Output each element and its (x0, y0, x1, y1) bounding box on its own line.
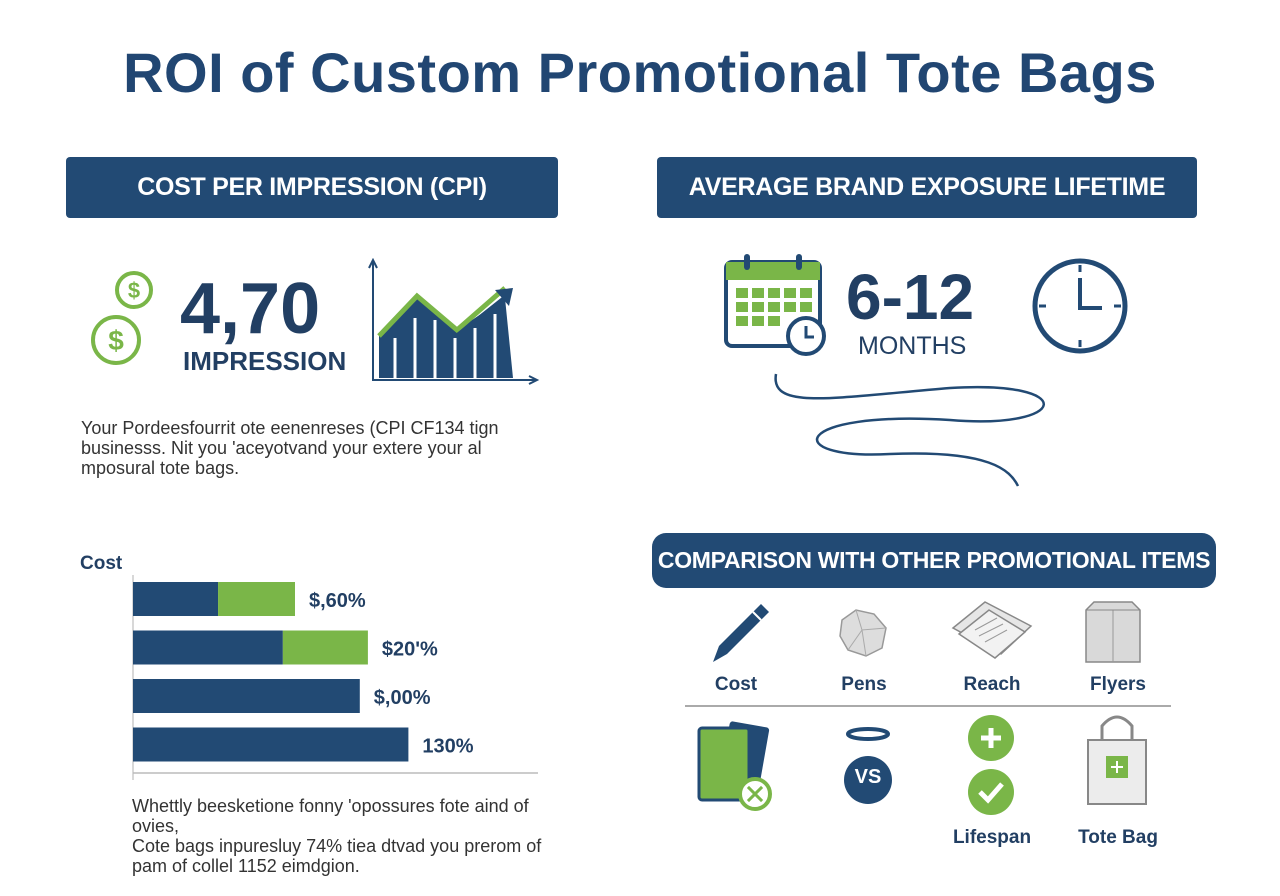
bar-segment (133, 679, 360, 713)
paragraph-line: Your Pordeesfourrit ote eenenreses (CPI … (81, 418, 499, 438)
paragraph-line: Whettly beesketione fonny 'opossures fot… (132, 796, 529, 836)
bar-segment (218, 582, 295, 616)
crumpled-paper-icon (839, 609, 887, 657)
flyers-icon (951, 601, 1033, 659)
plus-check-icon (968, 715, 1014, 815)
comparison-header: COMPARISON WITH OTHER PROMOTIONAL ITEMS (652, 533, 1216, 588)
comparison-label: Pens (841, 674, 887, 695)
box-bag-icon (1085, 601, 1141, 663)
bar-label: $,60% (309, 590, 366, 612)
paragraph-line: pam of collel 1152 eimdgion. (132, 856, 360, 876)
chart-axis-label: Cost (80, 553, 123, 574)
paragraph-line: mposural tote bags. (81, 458, 240, 478)
cpi-unit: IMPRESSION (183, 346, 347, 376)
page-title: ROI of Custom Promotional Tote Bags (123, 41, 1157, 104)
cpi-header: COST PER IMPRESSION (CPI) (66, 157, 558, 218)
paragraph-line: businesss. Nit you 'aceyotvand your exte… (81, 438, 482, 458)
bar-segment (133, 727, 409, 762)
exposure-unit: MONTHS (858, 332, 967, 360)
cpi-value: 4,70 (180, 269, 321, 349)
bar-segment (282, 630, 368, 665)
svg-text:$: $ (108, 325, 124, 356)
pen-icon (713, 604, 769, 662)
comparison-label: Flyers (1090, 674, 1146, 695)
chart-paragraph: Whettly beesketione fonny 'opossures fot… (132, 796, 552, 876)
bar-segment (133, 582, 219, 616)
comparison-label: Cost (714, 674, 758, 695)
svg-text:$: $ (128, 278, 140, 303)
bar-label: 130% (422, 736, 473, 758)
comparison-label: Tote Bag (1078, 827, 1158, 848)
paragraph-line: Cote bags inpuresluy 74% tiea dtvad you … (132, 836, 542, 856)
cost-bar-chart: $,60% $20'% $,00% 130% (132, 575, 538, 780)
exposure-value: 6-12 (846, 261, 975, 333)
bar-segment (133, 630, 283, 665)
tote-bag-icon (1087, 715, 1147, 805)
dollar-coin-icon: $ $ (91, 271, 153, 365)
calendar-icon (724, 254, 826, 356)
exposure-header: AVERAGE BRAND EXPOSURE LIFETIME (657, 157, 1197, 218)
comparison-label: Lifespan (952, 827, 1032, 848)
clock-icon (1032, 258, 1128, 354)
vs-label: VS (854, 766, 882, 788)
squiggle-decoration (774, 373, 1045, 487)
bar-label: $,00% (374, 687, 431, 709)
divider (685, 705, 1171, 707)
vs-icon (844, 727, 892, 804)
cpi-paragraph: Your Pordeesfourrit ote eenenreses (CPI … (81, 418, 551, 478)
trend-chart-icon (368, 258, 540, 385)
wallet-icon (697, 721, 772, 811)
comparison-label: Reach (963, 674, 1021, 695)
bar-label: $20'% (382, 639, 438, 661)
